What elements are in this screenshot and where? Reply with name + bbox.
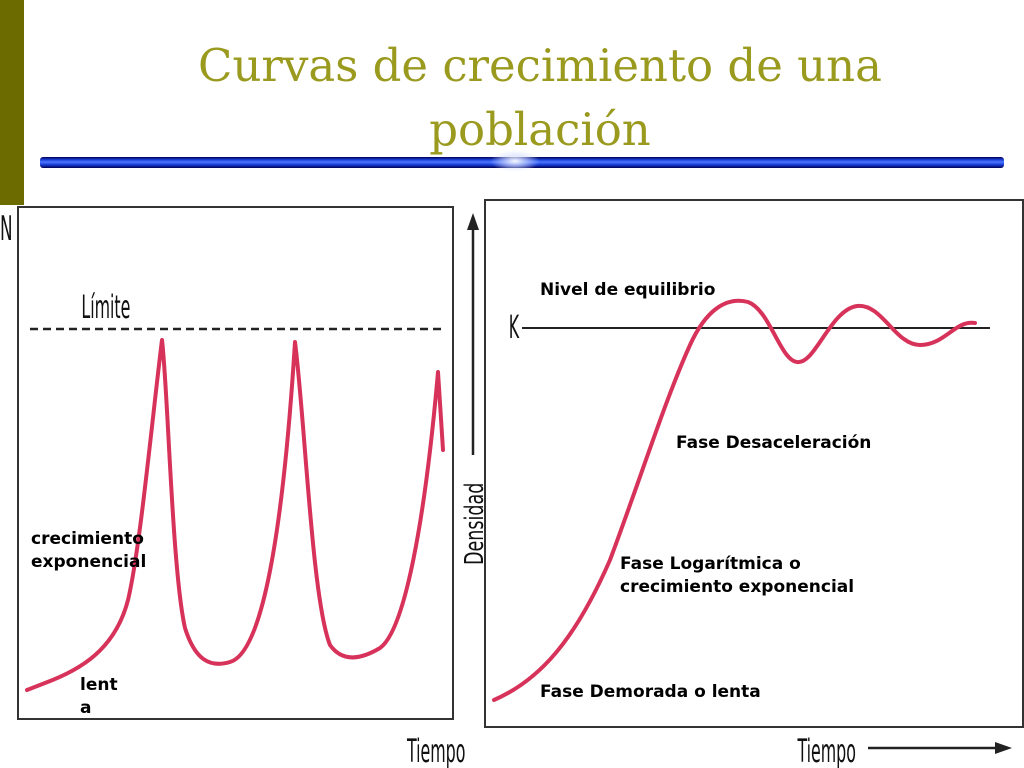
right-y-axis-label: Densidad: [460, 483, 489, 565]
right-x-axis-label: Tiempo: [797, 733, 856, 768]
sidebar-bar: [0, 0, 24, 205]
right-plot-frame: [484, 199, 1024, 728]
label-deceleration-phase: Fase Desaceleración: [676, 433, 872, 453]
left-x-axis-label: Tiempo: [406, 733, 465, 768]
right-y-axis-arrow: [467, 213, 479, 230]
left-plot-frame: [17, 206, 454, 720]
label-slow: lenta: [80, 675, 118, 718]
label-lag-phase: Fase Demorada o lenta: [540, 682, 761, 702]
title-rule-glow: [490, 150, 540, 172]
left-population-curve: [25, 338, 445, 692]
label-exponential-growth: crecimiento exponencial: [31, 529, 147, 572]
right-x-axis-arrow: [995, 742, 1012, 754]
slide-title: Curvas de crecimiento de una población: [198, 39, 882, 156]
right-k-label: K: [509, 309, 520, 346]
label-logarithmic-phase: Fase Logarítmica o crecimiento exponenci…: [620, 554, 855, 597]
left-limit-label: Límite: [81, 289, 130, 326]
label-equilibrium-level: Nivel de equilibrio: [540, 280, 716, 300]
left-y-axis-label: N: [0, 210, 13, 248]
right-logistic-curve: [492, 298, 977, 702]
